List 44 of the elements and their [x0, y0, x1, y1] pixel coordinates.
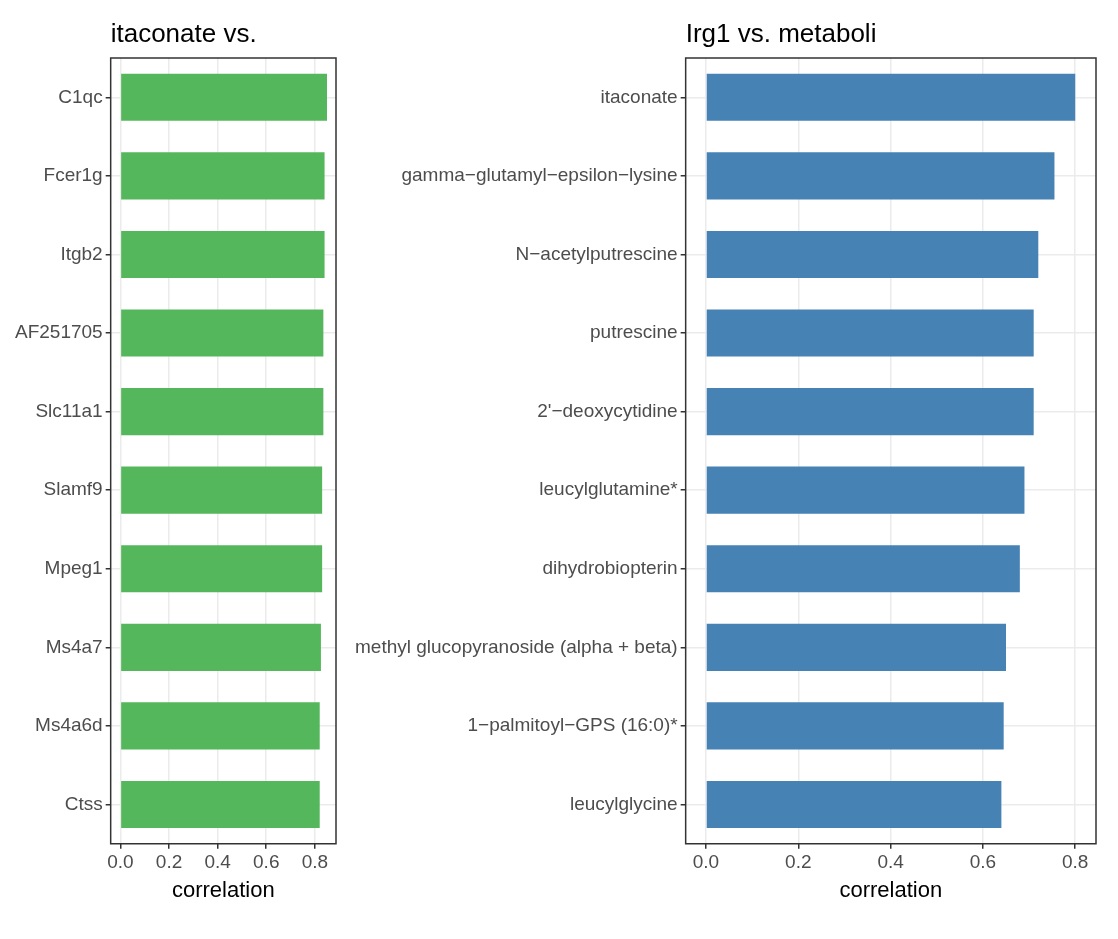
x-axis-title: correlation	[171, 876, 275, 902]
bar	[706, 388, 1034, 436]
y-tick-label: itaconate	[600, 85, 678, 107]
bar	[706, 545, 1020, 593]
chart-title: itaconate vs.	[110, 18, 257, 49]
x-axis-title: correlation	[839, 876, 943, 902]
x-tick-label: 0.2	[155, 851, 183, 873]
bar	[706, 702, 1004, 750]
y-tick-label: Ms4a7	[45, 635, 103, 657]
bar	[706, 309, 1034, 357]
bar	[706, 780, 1002, 829]
y-tick-label: Slamf9	[43, 478, 103, 500]
y-tick-label: 2'−deoxycytidine	[537, 399, 678, 421]
bar	[706, 152, 1055, 200]
x-tick-label: 0.4	[877, 851, 905, 873]
x-tick-label: 0.6	[253, 851, 280, 873]
bar	[706, 230, 1039, 279]
bar	[706, 466, 1025, 514]
y-tick-label: Fcer1g	[43, 164, 103, 186]
x-tick-label: 0.2	[785, 851, 812, 873]
y-tick-label: Ms4a6d	[35, 714, 103, 736]
x-tick-label: 0.0	[107, 851, 134, 873]
y-tick-label: leucylglycine	[569, 792, 678, 814]
y-tick-label: AF251705	[14, 321, 103, 343]
y-tick-label: N−acetylputrescine	[515, 242, 678, 264]
y-tick-label: gamma−glutamyl−epsilon−lysine	[401, 164, 678, 186]
y-tick-label: leucylglutamine*	[539, 478, 679, 500]
y-tick-label: C1qc	[58, 85, 103, 107]
y-tick-label: 1−palmitoyl−GPS (16:0)*	[467, 714, 679, 736]
x-tick-label: 0.0	[692, 851, 720, 873]
bar	[706, 623, 1006, 671]
y-tick-label: dihydrobiopterin	[542, 557, 678, 578]
x-tick-label: 0.6	[969, 851, 997, 873]
y-tick-label: putrescine	[589, 321, 678, 343]
x-tick-label: 0.4	[204, 851, 232, 873]
bar	[706, 73, 1076, 121]
x-tick-label: 0.8	[301, 851, 329, 873]
y-tick-label: Slc11a1	[35, 399, 103, 421]
x-tick-label: 0.8	[1062, 851, 1089, 873]
y-tick-label: Ctss	[64, 792, 103, 814]
y-tick-label: Mpeg1	[44, 557, 103, 578]
y-tick-label: Itgb2	[60, 242, 103, 264]
chart-title: Irg1 vs. metaboli	[685, 18, 877, 49]
y-tick-label: methyl glucopyranoside (alpha + beta)	[354, 635, 678, 657]
